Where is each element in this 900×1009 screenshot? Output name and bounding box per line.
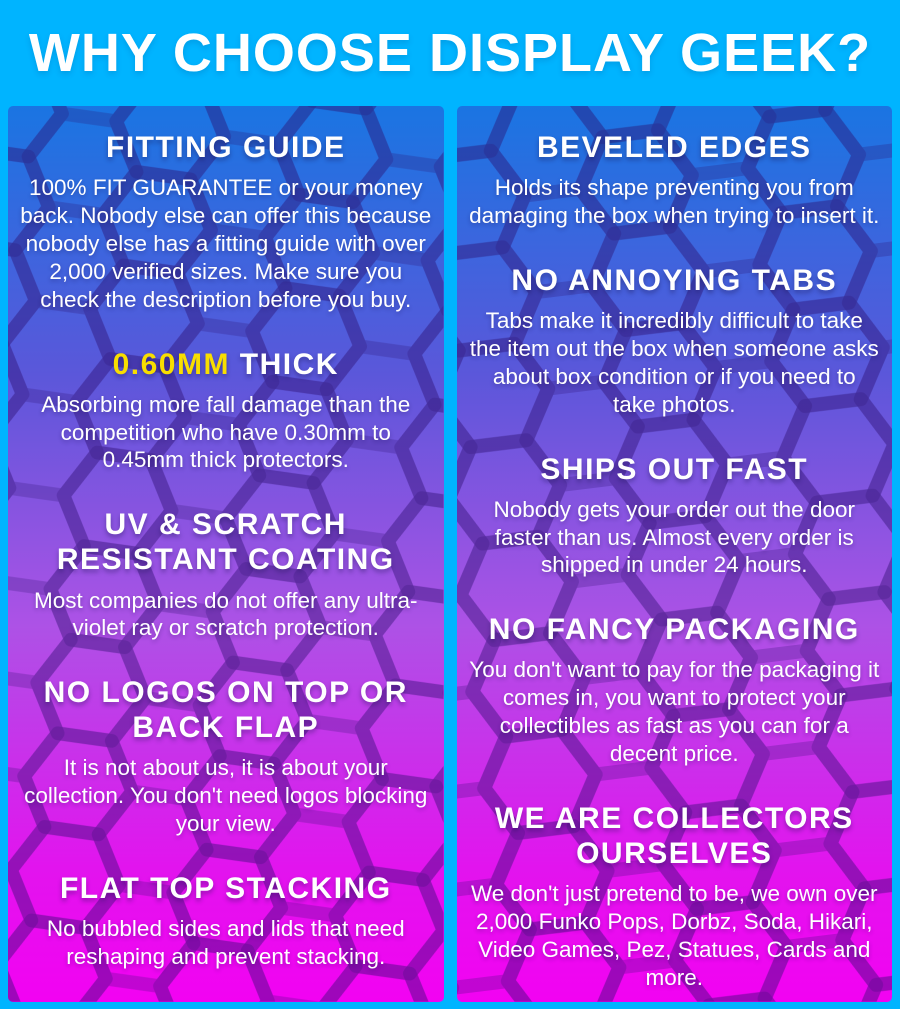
column-left: FITTING GUIDE 100% FIT GUARANTEE or your …	[8, 106, 444, 1002]
feature-heading: UV & SCRATCH RESISTANT COATING	[56, 508, 395, 577]
feature-body: Tabs make it incredibly difficult to tak…	[469, 307, 879, 417]
feature-flat-top-stacking: FLAT TOP STACKING No bubbled sides and li…	[20, 871, 432, 971]
page-title: WHY CHOOSE DISPLAY GEEK?	[28, 23, 872, 83]
feature-heading: FLAT TOP STACKING	[59, 872, 392, 906]
column-right: BEVELED EDGES Holds its shape preventing …	[456, 106, 893, 1002]
feature-we-are-collectors-ourselves: WE ARE COLLECTORS OURSELVES We don't just…	[469, 801, 881, 992]
feature-body: It is not about us, it is about your col…	[24, 755, 428, 837]
feature-no-annoying-tabs: NO ANNOYING TABS Tabs make it incredibly …	[469, 263, 881, 419]
feature-heading: 0.60MM THICK	[112, 347, 339, 381]
feature-heading: SHIPS OUT FAST	[540, 452, 809, 486]
feature-heading: NO FANCY PACKAGING	[488, 613, 860, 647]
column-right-content: BEVELED EDGES Holds its shape preventing …	[457, 106, 893, 1002]
feature-body: Most companies do not offer any ultra-vi…	[33, 587, 418, 641]
feature-ships-out-fast: SHIPS OUT FAST Nobody gets your order out…	[469, 452, 881, 580]
feature-body: You don't want to pay for the packaging …	[469, 657, 880, 767]
feature-body: We don't just pretend to be, we own over…	[470, 881, 878, 990]
feature-0-60mm-thick: 0.60MM THICK Absorbing more fall damage t…	[20, 347, 432, 475]
feature-heading: BEVELED EDGES	[536, 131, 812, 164]
feature-heading-highlight: 0.60MM	[112, 347, 230, 381]
feature-body: 100% FIT GUARANTEE or your money back. N…	[20, 175, 432, 312]
feature-heading: WE ARE COLLECTORS OURSELVES	[494, 801, 854, 871]
column-left-content: FITTING GUIDE 100% FIT GUARANTEE or your …	[8, 106, 444, 1002]
feature-fitting-guide: FITTING GUIDE 100% FIT GUARANTEE or your …	[20, 130, 432, 314]
feature-no-fancy-packaging: NO FANCY PACKAGING You don't want to pay …	[469, 612, 881, 768]
feature-uv-scratch-resistant-coating: UV & SCRATCH RESISTANT COATING Most compa…	[20, 507, 432, 642]
header-banner: WHY CHOOSE DISPLAY GEEK?	[0, 0, 900, 106]
feature-body: Nobody gets your order out the door fast…	[493, 496, 855, 578]
feature-body: No bubbled sides and lids that need resh…	[46, 916, 405, 970]
feature-heading: FITTING GUIDE	[106, 131, 346, 164]
feature-columns: FITTING GUIDE 100% FIT GUARANTEE or your …	[0, 106, 900, 1009]
feature-beveled-edges: BEVELED EDGES Holds its shape preventing …	[469, 130, 881, 230]
feature-heading: NO ANNOYING TABS	[511, 263, 838, 297]
feature-body: Absorbing more fall damage than the comp…	[41, 391, 411, 473]
feature-heading: NO LOGOS ON TOP OR BACK FLAP	[43, 676, 408, 745]
feature-no-logos-on-top-or-back-flap: NO LOGOS ON TOP OR BACK FLAP It is not ab…	[20, 675, 432, 838]
feature-body: Holds its shape preventing you from dama…	[469, 175, 880, 228]
